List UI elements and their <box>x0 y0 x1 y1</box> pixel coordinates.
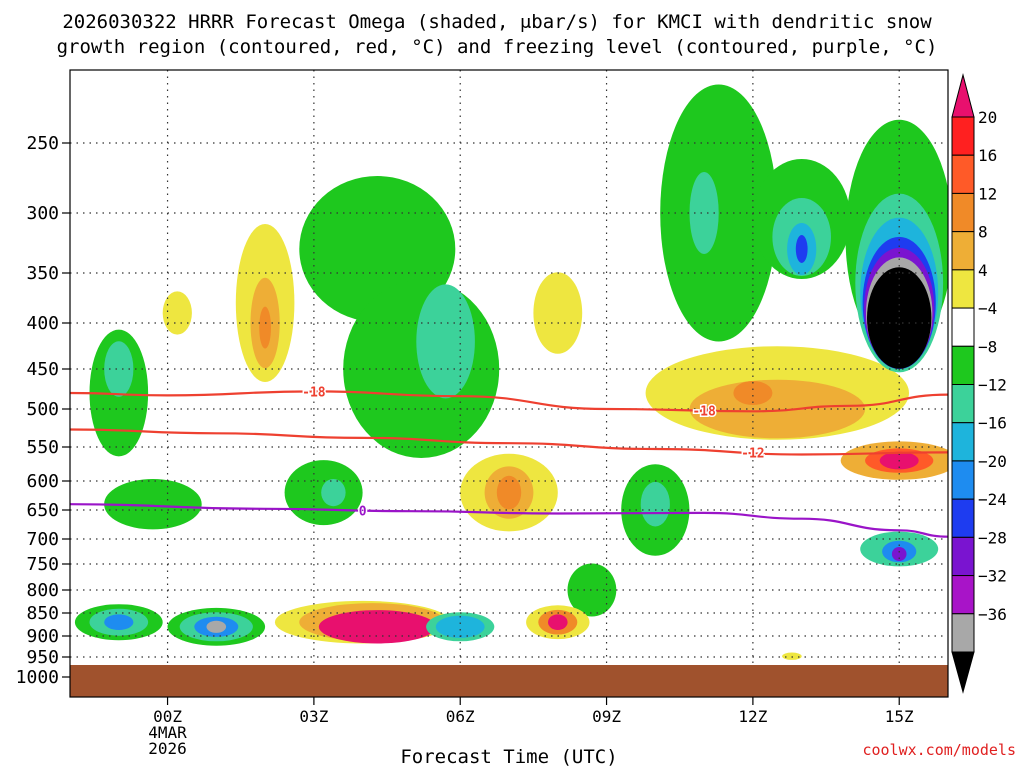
y-axis-ticks: 2503003504004505005506006507007508008509… <box>16 133 70 688</box>
omega-region-3 <box>162 291 192 335</box>
omega-region-55 <box>548 614 568 630</box>
omega-region-50 <box>318 610 436 644</box>
x-tick-label-06Z: 06Z <box>446 707 475 726</box>
colorbar-label-6: −8 <box>978 337 997 356</box>
y-tick-label-500: 500 <box>26 399 59 420</box>
contour-lines: -18 -18 -12 0 <box>70 384 948 538</box>
colorbar-label-13: −36 <box>978 605 1007 624</box>
colorbar-swatch-8 <box>951 422 975 462</box>
colorbar-label-3: 8 <box>978 223 988 242</box>
omega-region-17 <box>640 481 670 527</box>
colorbar-label-11: −28 <box>978 528 1007 547</box>
colorbar-swatch-9 <box>951 460 975 500</box>
colorbar-swatch-12 <box>951 575 975 615</box>
omega-region-12 <box>533 272 583 354</box>
colorbar-swatch-0 <box>951 116 975 156</box>
dgz-minus12-line <box>70 428 948 456</box>
dgz-minus18-label: -18 <box>302 385 326 400</box>
y-tick-label-700: 700 <box>26 529 59 550</box>
ground-layer <box>70 665 948 697</box>
y-tick-label-300: 300 <box>26 203 59 224</box>
y-tick-label-550: 550 <box>26 437 59 458</box>
y-tick-label-1000: 1000 <box>16 667 59 688</box>
omega-region-47 <box>206 620 227 633</box>
x-tick-label-12Z: 12Z <box>738 707 767 726</box>
omega-region-1 <box>104 341 134 397</box>
freezing-level-line <box>70 503 948 538</box>
y-tick-label-600: 600 <box>26 471 59 492</box>
dgz-minus18-line <box>70 390 948 413</box>
colorbar-swatch-10 <box>951 498 975 538</box>
colorbar-top-arrow <box>951 73 975 118</box>
omega-region-27 <box>733 381 773 405</box>
colorbar-swatch-7 <box>951 384 975 424</box>
y-tick-label-950: 950 <box>26 647 59 668</box>
colorbar-label-0: 20 <box>978 108 997 127</box>
watermark-text[interactable]: coolwx.com/models <box>862 741 1016 759</box>
omega-region-9 <box>416 284 475 399</box>
y-tick-label-450: 450 <box>26 359 59 380</box>
y-tick-label-400: 400 <box>26 313 59 334</box>
colorbar-label-10: −24 <box>978 490 1007 509</box>
omega-region-15 <box>496 475 522 510</box>
colorbar-swatch-3 <box>951 231 975 271</box>
chart-title-line-1: 2026030322 HRRR Forecast Omega (shaded, … <box>62 11 932 33</box>
gridlines <box>70 70 948 697</box>
colorbar-label-5: −4 <box>978 299 997 318</box>
ground-fill <box>70 665 948 697</box>
omega-region-18 <box>567 563 617 617</box>
chart-title-line-2: growth region (contoured, red, °C) and f… <box>57 36 938 58</box>
x-tick-year: 2026 <box>148 739 187 758</box>
colorbar-label-1: 16 <box>978 146 997 165</box>
omega-region-20 <box>689 172 719 254</box>
omega-shading <box>74 84 948 660</box>
colorbar-label-12: −32 <box>978 567 1007 586</box>
omega-region-52 <box>435 615 485 638</box>
dgz-minus18-label: -18 <box>692 405 716 420</box>
colorbar-swatch-6 <box>951 345 975 385</box>
colorbar-label-7: −12 <box>978 376 1007 395</box>
omega-region-33 <box>891 547 907 561</box>
omega-region-24 <box>795 235 808 263</box>
colorbar-label-9: −20 <box>978 452 1007 471</box>
omega-region-26 <box>689 379 866 439</box>
colorbar-swatch-11 <box>951 536 975 577</box>
y-tick-label-250: 250 <box>26 133 59 154</box>
colorbar-label-8: −16 <box>978 414 1007 433</box>
y-tick-label-350: 350 <box>26 263 59 284</box>
omega-region-11 <box>321 479 346 507</box>
colorbar-bottom-arrow <box>951 651 975 694</box>
plot-frame <box>69 69 949 698</box>
x-tick-date: 4MAR <box>148 723 187 742</box>
colorbar-swatch-2 <box>951 192 975 233</box>
colorbar-swatch-13 <box>951 613 975 653</box>
x-tick-label-00Z: 00Z <box>153 707 182 726</box>
y-tick-label-750: 750 <box>26 554 59 575</box>
colorbar-label-2: 12 <box>978 184 997 203</box>
freezing-level-label: 0 <box>359 504 367 519</box>
omega-region-56 <box>782 652 802 660</box>
x-tick-label-09Z: 09Z <box>592 707 621 726</box>
dgz-minus12-label: -12 <box>741 447 764 462</box>
omega-region-19 <box>660 84 778 342</box>
x-tick-label-15Z: 15Z <box>885 707 914 726</box>
colorbar-swatch-4 <box>951 269 975 309</box>
y-tick-label-900: 900 <box>26 626 59 647</box>
colorbar-swatch-5 <box>951 307 975 347</box>
y-tick-label-800: 800 <box>26 580 59 601</box>
omega-region-43 <box>104 614 134 630</box>
colorbar-label-4: 4 <box>978 261 988 280</box>
y-tick-label-650: 650 <box>26 500 59 521</box>
x-tick-label-03Z: 03Z <box>299 707 328 726</box>
omega-region-6 <box>259 306 271 349</box>
x-axis-label: Forecast Time (UTC) <box>400 746 617 768</box>
colorbar: 20 16 12 8 4 −4 −8 −12 −16 −20 −24 −28 −32 −36 <box>951 73 1007 694</box>
omega-region-2 <box>104 479 202 530</box>
y-tick-label-850: 850 <box>26 603 59 624</box>
colorbar-swatch-1 <box>951 154 975 194</box>
